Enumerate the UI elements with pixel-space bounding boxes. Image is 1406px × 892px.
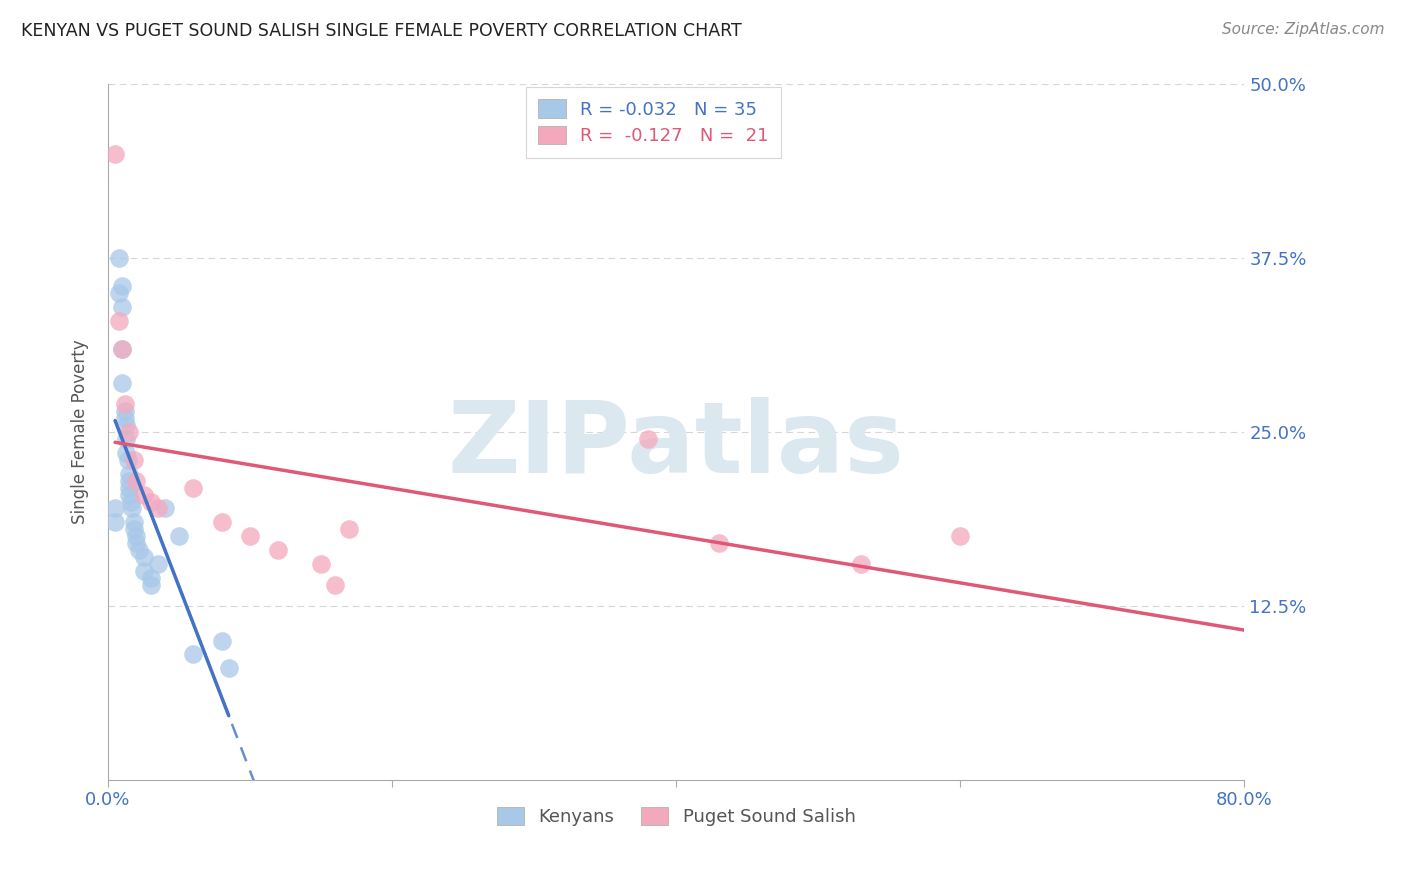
Point bbox=[181, 648, 204, 662]
Text: ZIPatlas: ZIPatlas bbox=[447, 398, 904, 494]
Point bbox=[111, 342, 134, 356]
Point bbox=[122, 522, 145, 536]
Point bbox=[104, 501, 127, 516]
Point bbox=[125, 474, 148, 488]
Point bbox=[114, 404, 136, 418]
Point bbox=[128, 543, 150, 558]
Point bbox=[118, 481, 141, 495]
Text: KENYAN VS PUGET SOUND SALISH SINGLE FEMALE POVERTY CORRELATION CHART: KENYAN VS PUGET SOUND SALISH SINGLE FEMA… bbox=[21, 22, 742, 40]
Point bbox=[118, 425, 141, 439]
Point bbox=[111, 279, 134, 293]
Point bbox=[211, 633, 233, 648]
Point bbox=[108, 251, 131, 265]
Point bbox=[707, 536, 730, 550]
Point bbox=[115, 432, 138, 446]
Point bbox=[181, 481, 204, 495]
Point bbox=[117, 453, 139, 467]
Point bbox=[122, 453, 145, 467]
Point bbox=[339, 522, 361, 536]
Point bbox=[118, 487, 141, 501]
Point bbox=[111, 376, 134, 391]
Point bbox=[211, 516, 233, 530]
Point bbox=[125, 536, 148, 550]
Point bbox=[167, 529, 190, 543]
Point bbox=[104, 147, 127, 161]
Point bbox=[239, 529, 262, 543]
Point bbox=[114, 397, 136, 411]
Point bbox=[139, 578, 162, 592]
Point bbox=[121, 501, 143, 516]
Point bbox=[114, 411, 136, 425]
Point bbox=[132, 564, 155, 578]
Point bbox=[111, 300, 134, 314]
Point bbox=[132, 487, 155, 501]
Point bbox=[115, 446, 138, 460]
Text: Source: ZipAtlas.com: Source: ZipAtlas.com bbox=[1222, 22, 1385, 37]
Point bbox=[849, 557, 872, 571]
Point bbox=[111, 342, 134, 356]
Point bbox=[118, 467, 141, 481]
Point bbox=[309, 557, 332, 571]
Point bbox=[108, 285, 131, 300]
Point bbox=[132, 550, 155, 565]
Point bbox=[323, 578, 346, 592]
Point bbox=[153, 501, 176, 516]
Point bbox=[139, 571, 162, 585]
Point bbox=[108, 314, 131, 328]
Point bbox=[120, 494, 142, 508]
Y-axis label: Single Female Poverty: Single Female Poverty bbox=[72, 340, 89, 524]
Point bbox=[118, 474, 141, 488]
Point bbox=[949, 529, 972, 543]
Point bbox=[139, 494, 162, 508]
Point bbox=[637, 432, 659, 446]
Point bbox=[146, 501, 169, 516]
Point bbox=[218, 661, 240, 675]
Point bbox=[115, 418, 138, 433]
Point bbox=[267, 543, 290, 558]
Point bbox=[125, 529, 148, 543]
Point bbox=[146, 557, 169, 571]
Point bbox=[122, 516, 145, 530]
Point bbox=[104, 516, 127, 530]
Legend: Kenyans, Puget Sound Salish: Kenyans, Puget Sound Salish bbox=[489, 799, 863, 833]
